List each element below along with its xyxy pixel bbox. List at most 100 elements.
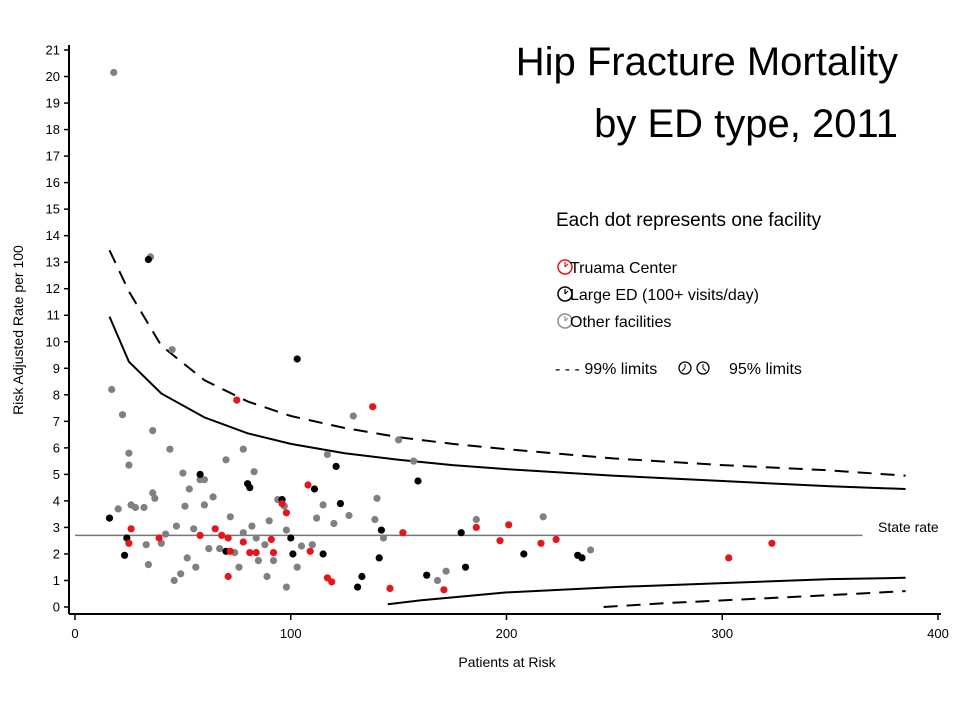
data-point xyxy=(179,469,187,477)
x-tick-label: 200 xyxy=(496,626,518,641)
y-tick-label: 10 xyxy=(46,334,60,349)
data-point xyxy=(263,572,271,581)
data-point xyxy=(265,517,273,525)
data-point xyxy=(125,449,133,457)
data-point xyxy=(386,584,394,593)
data-point xyxy=(306,547,314,555)
data-point xyxy=(166,445,174,453)
data-point xyxy=(377,526,385,534)
data-point xyxy=(282,526,290,534)
upper-95-limit-curve xyxy=(108,316,906,490)
chart-title: Hip Fracture Mortality xyxy=(515,40,898,84)
data-point xyxy=(239,445,247,453)
y-tick-label: 21 xyxy=(46,43,60,58)
data-point xyxy=(278,500,286,508)
clock-icon xyxy=(557,286,573,302)
data-point xyxy=(125,539,133,547)
data-point xyxy=(149,427,157,435)
data-point xyxy=(505,521,513,529)
data-point xyxy=(349,412,357,420)
data-point xyxy=(768,539,776,547)
y-tick-label: 14 xyxy=(46,228,60,243)
data-point xyxy=(539,513,547,521)
data-point xyxy=(433,576,442,585)
data-point xyxy=(457,529,465,537)
data-point xyxy=(308,541,316,549)
data-point xyxy=(252,534,260,542)
legend-limits-row: - - - 99% limits 95% limits xyxy=(555,361,802,378)
data-point xyxy=(293,355,301,363)
upper-99-limit-curve xyxy=(108,249,906,477)
data-point xyxy=(330,519,338,528)
data-point xyxy=(282,509,290,517)
y-tick-label: 5 xyxy=(53,467,60,482)
y-tick-label: 15 xyxy=(46,202,60,217)
y-tick-label: 1 xyxy=(53,573,60,588)
lower-95-limit-curve xyxy=(387,576,906,606)
data-point xyxy=(578,554,586,562)
data-point xyxy=(162,530,170,538)
y-tick-label: 11 xyxy=(47,308,61,323)
x-ticks: 0 100 200 300 400 xyxy=(71,614,949,641)
y-tick-label: 4 xyxy=(53,493,60,508)
data-point xyxy=(172,522,180,530)
data-point xyxy=(239,538,247,546)
data-point xyxy=(181,502,189,510)
x-tick-label: 0 xyxy=(71,626,78,641)
y-tick-label: 7 xyxy=(53,414,60,429)
data-point xyxy=(252,549,260,557)
state-rate-label: State rate xyxy=(878,519,939,535)
clock-icon xyxy=(696,361,710,375)
data-point xyxy=(328,578,336,586)
data-point xyxy=(142,541,150,549)
data-point xyxy=(267,535,275,544)
x-tick-label: 400 xyxy=(927,626,949,641)
data-point xyxy=(121,551,129,559)
y-axis-label: Risk Adjusted Rate per 100 xyxy=(10,245,26,415)
legend-header: Each dot represents one facility xyxy=(556,210,822,231)
data-point xyxy=(440,586,448,594)
data-point xyxy=(254,557,262,565)
data-point xyxy=(442,567,450,575)
data-point xyxy=(297,542,306,550)
data-point xyxy=(379,534,388,542)
data-point xyxy=(140,503,148,512)
x-tick-label: 300 xyxy=(711,626,733,641)
control-limit-curves xyxy=(108,249,906,608)
x-tick-label: 100 xyxy=(280,626,302,641)
data-point xyxy=(399,529,407,537)
data-point xyxy=(345,511,353,520)
data-point xyxy=(472,515,480,524)
data-point xyxy=(192,563,200,571)
data-point xyxy=(304,481,312,489)
data-point xyxy=(520,550,528,558)
data-point xyxy=(183,554,191,562)
clock-icon xyxy=(678,361,692,375)
y-tick-label: 12 xyxy=(46,281,60,296)
legend-99-limits: - - - 99% limits xyxy=(555,361,657,378)
data-point xyxy=(226,547,234,555)
data-point xyxy=(170,576,178,585)
data-point xyxy=(216,545,224,553)
data-point xyxy=(222,456,230,464)
data-point xyxy=(332,462,340,470)
data-point xyxy=(261,541,269,549)
data-point xyxy=(371,515,379,524)
x-axis-label: Patients at Risk xyxy=(458,654,556,670)
y-tick-label: 16 xyxy=(46,175,60,190)
data-point xyxy=(108,385,116,394)
data-point xyxy=(587,546,595,554)
data-point xyxy=(369,403,377,411)
clock-icon xyxy=(557,259,573,275)
data-point xyxy=(248,522,256,530)
data-point xyxy=(168,346,176,354)
legend: Each dot represents one facility Truama … xyxy=(555,210,822,378)
legend-label-trauma-center: Truama Center xyxy=(570,260,678,277)
data-point xyxy=(177,570,185,578)
data-points xyxy=(105,68,776,594)
data-point xyxy=(319,501,327,509)
data-point xyxy=(373,494,381,502)
data-point xyxy=(269,557,278,565)
state-rate-line-group: State rate xyxy=(75,519,939,537)
